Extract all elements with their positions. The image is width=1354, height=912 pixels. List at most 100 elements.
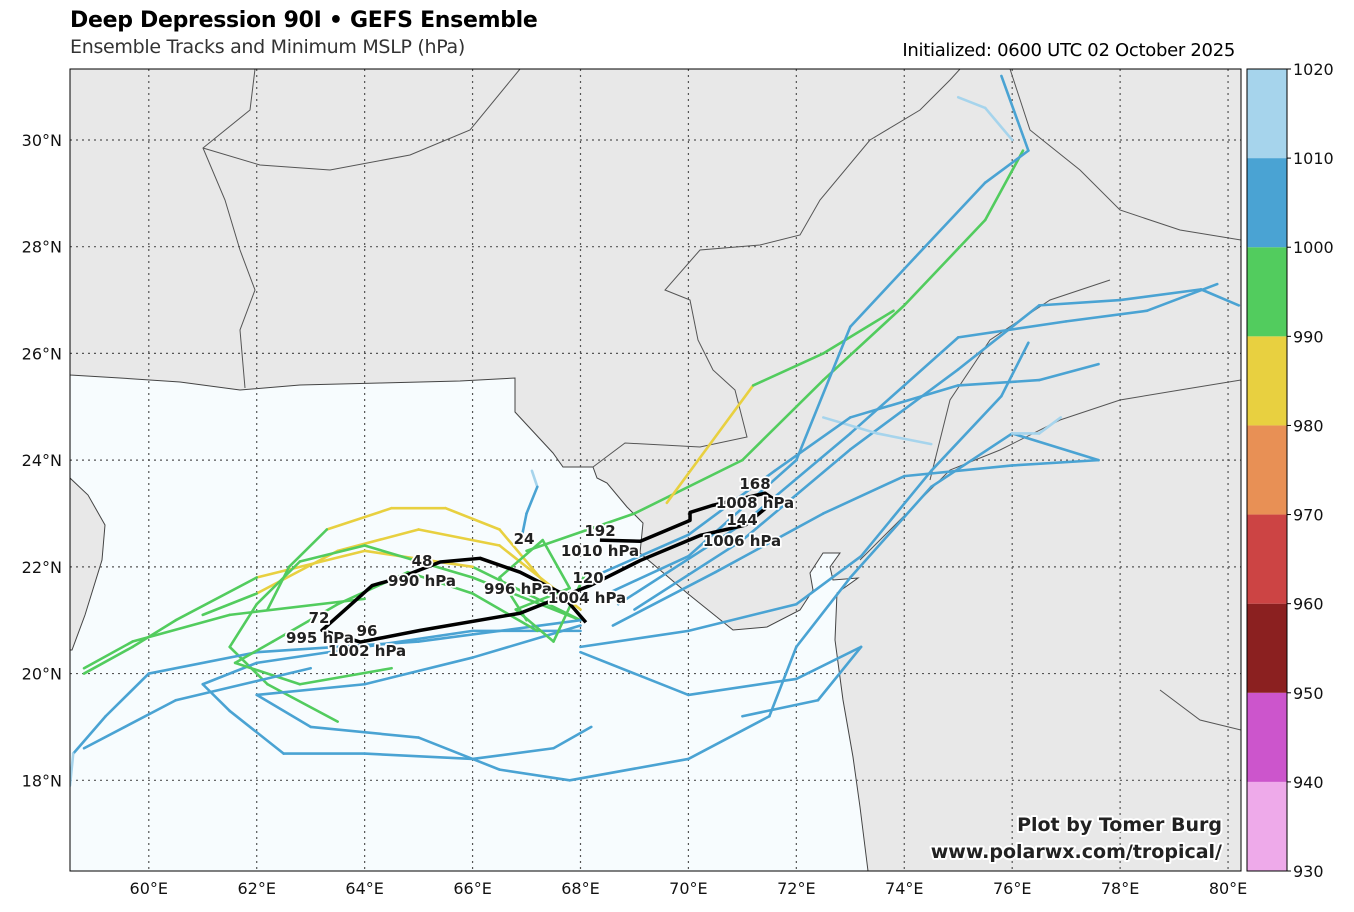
forecast-hour-label: 192 — [584, 522, 615, 540]
ensemble-track-segment — [983, 149, 1030, 184]
ensemble-track-segment — [82, 698, 178, 750]
ensemble-track-segment — [444, 506, 501, 531]
ensemble-track-segment — [822, 416, 879, 435]
ensemble-track-segment — [363, 752, 474, 761]
colorbar-bin — [1247, 781, 1287, 871]
ensemble-track-segment — [579, 650, 690, 697]
ensemble-track-segment — [514, 608, 555, 643]
ensemble-track-segment — [929, 394, 1003, 473]
ensemble-track-segment — [687, 602, 798, 633]
ensemble-track-segment — [255, 645, 366, 665]
ensemble-track-segment — [498, 768, 571, 782]
ensemble-track-segment — [633, 458, 744, 515]
lon-tick-label: 70°E — [669, 879, 707, 898]
ensemble-track-segment — [795, 645, 863, 681]
lon-tick-label: 80°E — [1209, 879, 1247, 898]
ensemble-track-segment — [589, 533, 690, 579]
colorbar-tick-label: 990 — [1293, 327, 1324, 346]
ensemble-track-segment — [1064, 309, 1149, 323]
ensemble-track-segment — [525, 485, 539, 515]
colorbar-tick-label: 950 — [1293, 684, 1324, 703]
ensemble-track-segment — [1037, 362, 1100, 382]
ensemble-track-segment — [417, 618, 582, 643]
lon-tick-label: 76°E — [993, 879, 1031, 898]
ensemble-track-segment — [579, 629, 690, 649]
gridlines — [70, 69, 1241, 871]
pressure-label: 1008 hPa — [716, 494, 794, 512]
colorbar-bin — [1247, 514, 1287, 604]
ensemble-track-segment — [822, 474, 906, 515]
lat-tick-label: 26°N — [22, 344, 62, 363]
pressure-label: 990 hPa — [388, 572, 456, 590]
ensemble-track-segment — [611, 570, 717, 627]
ensemble-track-segment — [131, 613, 232, 643]
colorbar-tick-label: 960 — [1293, 595, 1324, 614]
ensemble-track-segment — [552, 725, 593, 750]
credit-url[interactable]: www.polarwx.com/tropical/ — [929, 839, 1224, 865]
ensemble-track-segment — [363, 544, 474, 579]
lon-tick-label: 66°E — [453, 879, 491, 898]
forecast-hour-label: 96 — [357, 622, 378, 640]
ensemble-track-segment — [336, 528, 420, 553]
ensemble-track-segment — [255, 560, 302, 606]
ensemble-track-segment — [174, 666, 312, 702]
ensemble-track-segment — [687, 677, 798, 697]
ensemble-track-segment — [633, 538, 744, 611]
colorbar-bin — [1247, 69, 1287, 159]
ensemble-track-segment — [849, 256, 917, 329]
ensemble-track-segment — [822, 309, 895, 355]
forecast-hour-label: 24 — [514, 530, 535, 548]
ensemble-track-segment — [498, 538, 545, 579]
ensemble-track-segment — [147, 650, 259, 675]
ensemble-track-segment — [859, 469, 933, 558]
ensemble-track-segment — [519, 512, 528, 542]
lon-tick-label: 60°E — [130, 879, 168, 898]
ensemble-track-segment — [363, 656, 474, 686]
colorbar-bin — [1247, 603, 1287, 693]
ensemble-track-segment — [956, 304, 1041, 371]
ensemble-track-segment — [471, 746, 555, 761]
pressure-label: 1002 hPa — [328, 642, 406, 660]
lon-tick-label: 62°E — [237, 879, 275, 898]
ensemble-track-segment — [1000, 341, 1030, 398]
ensemble-mean-track: 24 996 hPa 48 990 hPa 72 995 hPa 96 1002 hPa 120… — [284, 473, 796, 662]
ensemble-track-segment — [902, 218, 987, 307]
lat-tick-label: 20°N — [22, 665, 62, 684]
lat-tick-label: 18°N — [22, 771, 62, 790]
ensemble-track-segment — [875, 432, 933, 446]
ensemble-track-segment — [822, 304, 906, 382]
ensemble-track-segment — [255, 693, 312, 729]
ensemble-track-segment — [741, 448, 852, 542]
ensemble-track-segment — [228, 709, 285, 755]
ensemble-track-segment — [956, 378, 1041, 387]
pressure-label: 996 hPa — [484, 580, 552, 598]
ensemble-track-segment — [714, 512, 825, 574]
ensemble-track-segment — [201, 682, 232, 713]
colorbar-bin — [1247, 336, 1287, 426]
pressure-label: 1006 hPa — [703, 532, 781, 550]
ensemble-track-segment — [1037, 416, 1063, 435]
ensemble-track-segment — [665, 442, 712, 505]
ensemble-track-segment — [1199, 288, 1241, 307]
chart-subtitle: Ensemble Tracks and Minimum MSLP (hPa) — [70, 36, 465, 58]
ensemble-track-segment — [541, 538, 571, 590]
lon-tick-label: 68°E — [561, 879, 599, 898]
forecast-hour-label: 72 — [309, 609, 330, 627]
ensemble-track-segment — [816, 645, 863, 702]
forecast-hour-label: 48 — [412, 552, 433, 570]
credit-author: Plot by Tomer Burg — [1017, 814, 1222, 836]
ensemble-track-segment — [741, 378, 825, 462]
lat-tick-label: 22°N — [22, 558, 62, 577]
ensemble-track-segment — [131, 618, 178, 649]
ensemble-track-segment — [687, 714, 771, 761]
colorbar-tick-label: 970 — [1293, 506, 1324, 525]
ensemble-track-segment — [929, 432, 1014, 489]
ensemble-track-segment — [849, 336, 960, 435]
ensemble-track-segment — [255, 682, 366, 697]
ensemble-track-segment — [255, 640, 420, 654]
lon-tick-label: 74°E — [885, 879, 923, 898]
lon-tick-label: 64°E — [345, 879, 383, 898]
ensemble-track-segment — [956, 95, 987, 110]
ensemble-track-segment — [1037, 298, 1122, 307]
